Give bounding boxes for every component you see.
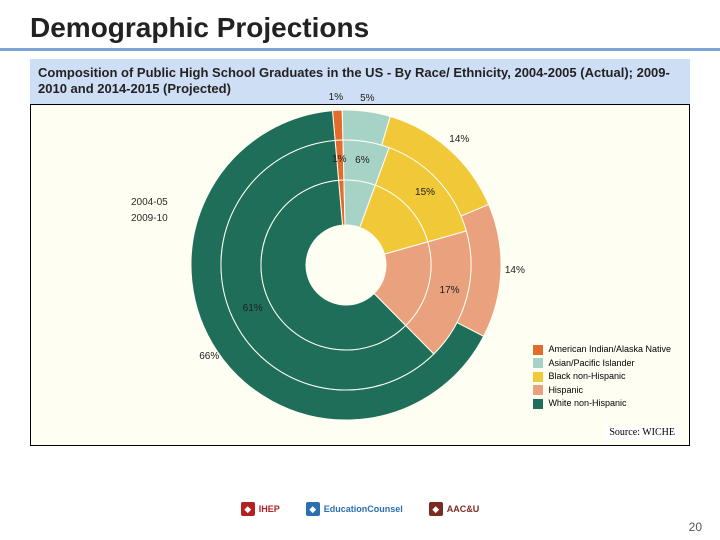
legend-swatch bbox=[533, 345, 543, 355]
percent-label: 14% bbox=[449, 134, 469, 145]
page-number: 20 bbox=[689, 520, 702, 534]
page-title: Demographic Projections bbox=[0, 0, 720, 48]
footer-logos: ◆ IHEP ◆ EducationCounsel ◆ AAC&U bbox=[0, 500, 720, 518]
logo-text: IHEP bbox=[259, 504, 280, 514]
legend-label: Black non-Hispanic bbox=[548, 370, 625, 384]
legend-item: Black non-Hispanic bbox=[533, 370, 671, 384]
percent-label: 61% bbox=[243, 303, 263, 314]
logo-icon: ◆ bbox=[306, 502, 320, 516]
legend-item: American Indian/Alaska Native bbox=[533, 343, 671, 357]
legend: American Indian/Alaska NativeAsian/Pacif… bbox=[533, 343, 671, 411]
percent-label: 1% bbox=[332, 154, 346, 165]
percent-label: 66% bbox=[199, 351, 219, 362]
legend-item: White non-Hispanic bbox=[533, 397, 671, 411]
logo-icon: ◆ bbox=[241, 502, 255, 516]
chart-frame: 2004-05 2009-10 1%5%14%14%66%1%6%15%17%6… bbox=[30, 104, 690, 446]
legend-item: Asian/Pacific Islander bbox=[533, 357, 671, 371]
percent-label: 14% bbox=[505, 265, 525, 276]
legend-label: Asian/Pacific Islander bbox=[548, 357, 634, 371]
legend-swatch bbox=[533, 385, 543, 395]
legend-label: American Indian/Alaska Native bbox=[548, 343, 671, 357]
logo-icon: ◆ bbox=[429, 502, 443, 516]
footer-logo: ◆ IHEP bbox=[237, 500, 284, 518]
legend-swatch bbox=[533, 399, 543, 409]
percent-label: 17% bbox=[440, 285, 460, 296]
ring-label-inner: 2004-05 bbox=[131, 197, 168, 208]
legend-label: White non-Hispanic bbox=[548, 397, 626, 411]
percent-label: 5% bbox=[360, 93, 374, 104]
source-text: Source: WICHE bbox=[605, 426, 679, 439]
percent-label: 15% bbox=[415, 187, 435, 198]
logo-text: EducationCounsel bbox=[324, 504, 403, 514]
legend-label: Hispanic bbox=[548, 384, 583, 398]
legend-swatch bbox=[533, 372, 543, 382]
title-rule bbox=[0, 48, 720, 51]
footer-logo: ◆ AAC&U bbox=[425, 500, 484, 518]
percent-label: 1% bbox=[329, 92, 343, 103]
footer-logo: ◆ EducationCounsel bbox=[302, 500, 407, 518]
logo-text: AAC&U bbox=[447, 504, 480, 514]
legend-swatch bbox=[533, 358, 543, 368]
donut-hole bbox=[306, 225, 386, 305]
percent-label: 6% bbox=[355, 155, 369, 166]
ring-label-middle: 2009-10 bbox=[131, 213, 168, 224]
legend-item: Hispanic bbox=[533, 384, 671, 398]
